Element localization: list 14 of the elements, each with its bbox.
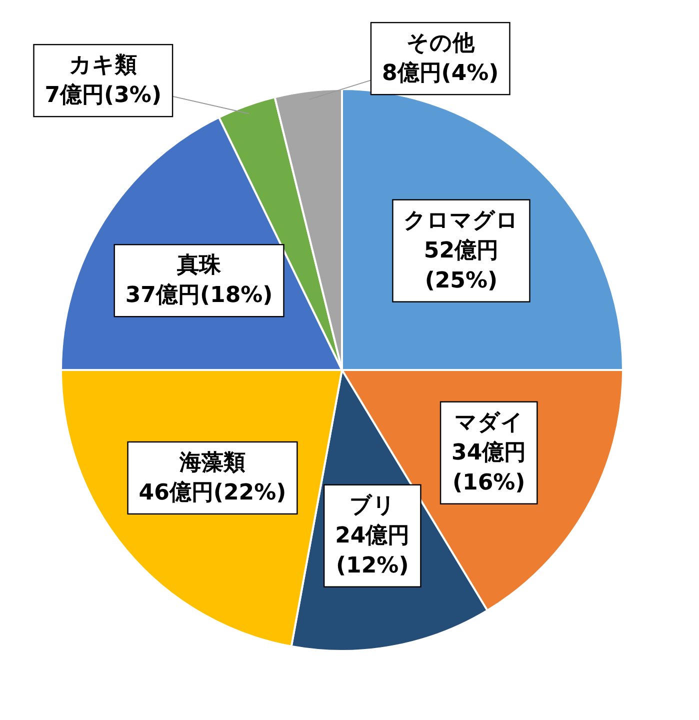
data-label: 8億円(4%) <box>382 61 499 86</box>
data-label: 34億円 (16%) <box>452 440 526 496</box>
slice-label: マダイ <box>454 410 524 436</box>
data-label: 24億円 (12%) <box>335 523 410 578</box>
data-label: 46億円(22%) <box>138 480 286 506</box>
data-label: 7億円(3%) <box>44 83 162 108</box>
data-label: 52億円 (25%) <box>424 238 499 294</box>
data-label: 37億円(18%) <box>125 283 273 308</box>
slice-label: カキ類 <box>69 53 138 78</box>
slice-label: 真珠 <box>176 253 222 278</box>
slice-label: 海藻類 <box>178 450 246 476</box>
slice-label: ブリ <box>349 493 396 518</box>
slice-label: その他 <box>406 31 476 56</box>
slice-label: クロマグロ <box>404 208 519 234</box>
